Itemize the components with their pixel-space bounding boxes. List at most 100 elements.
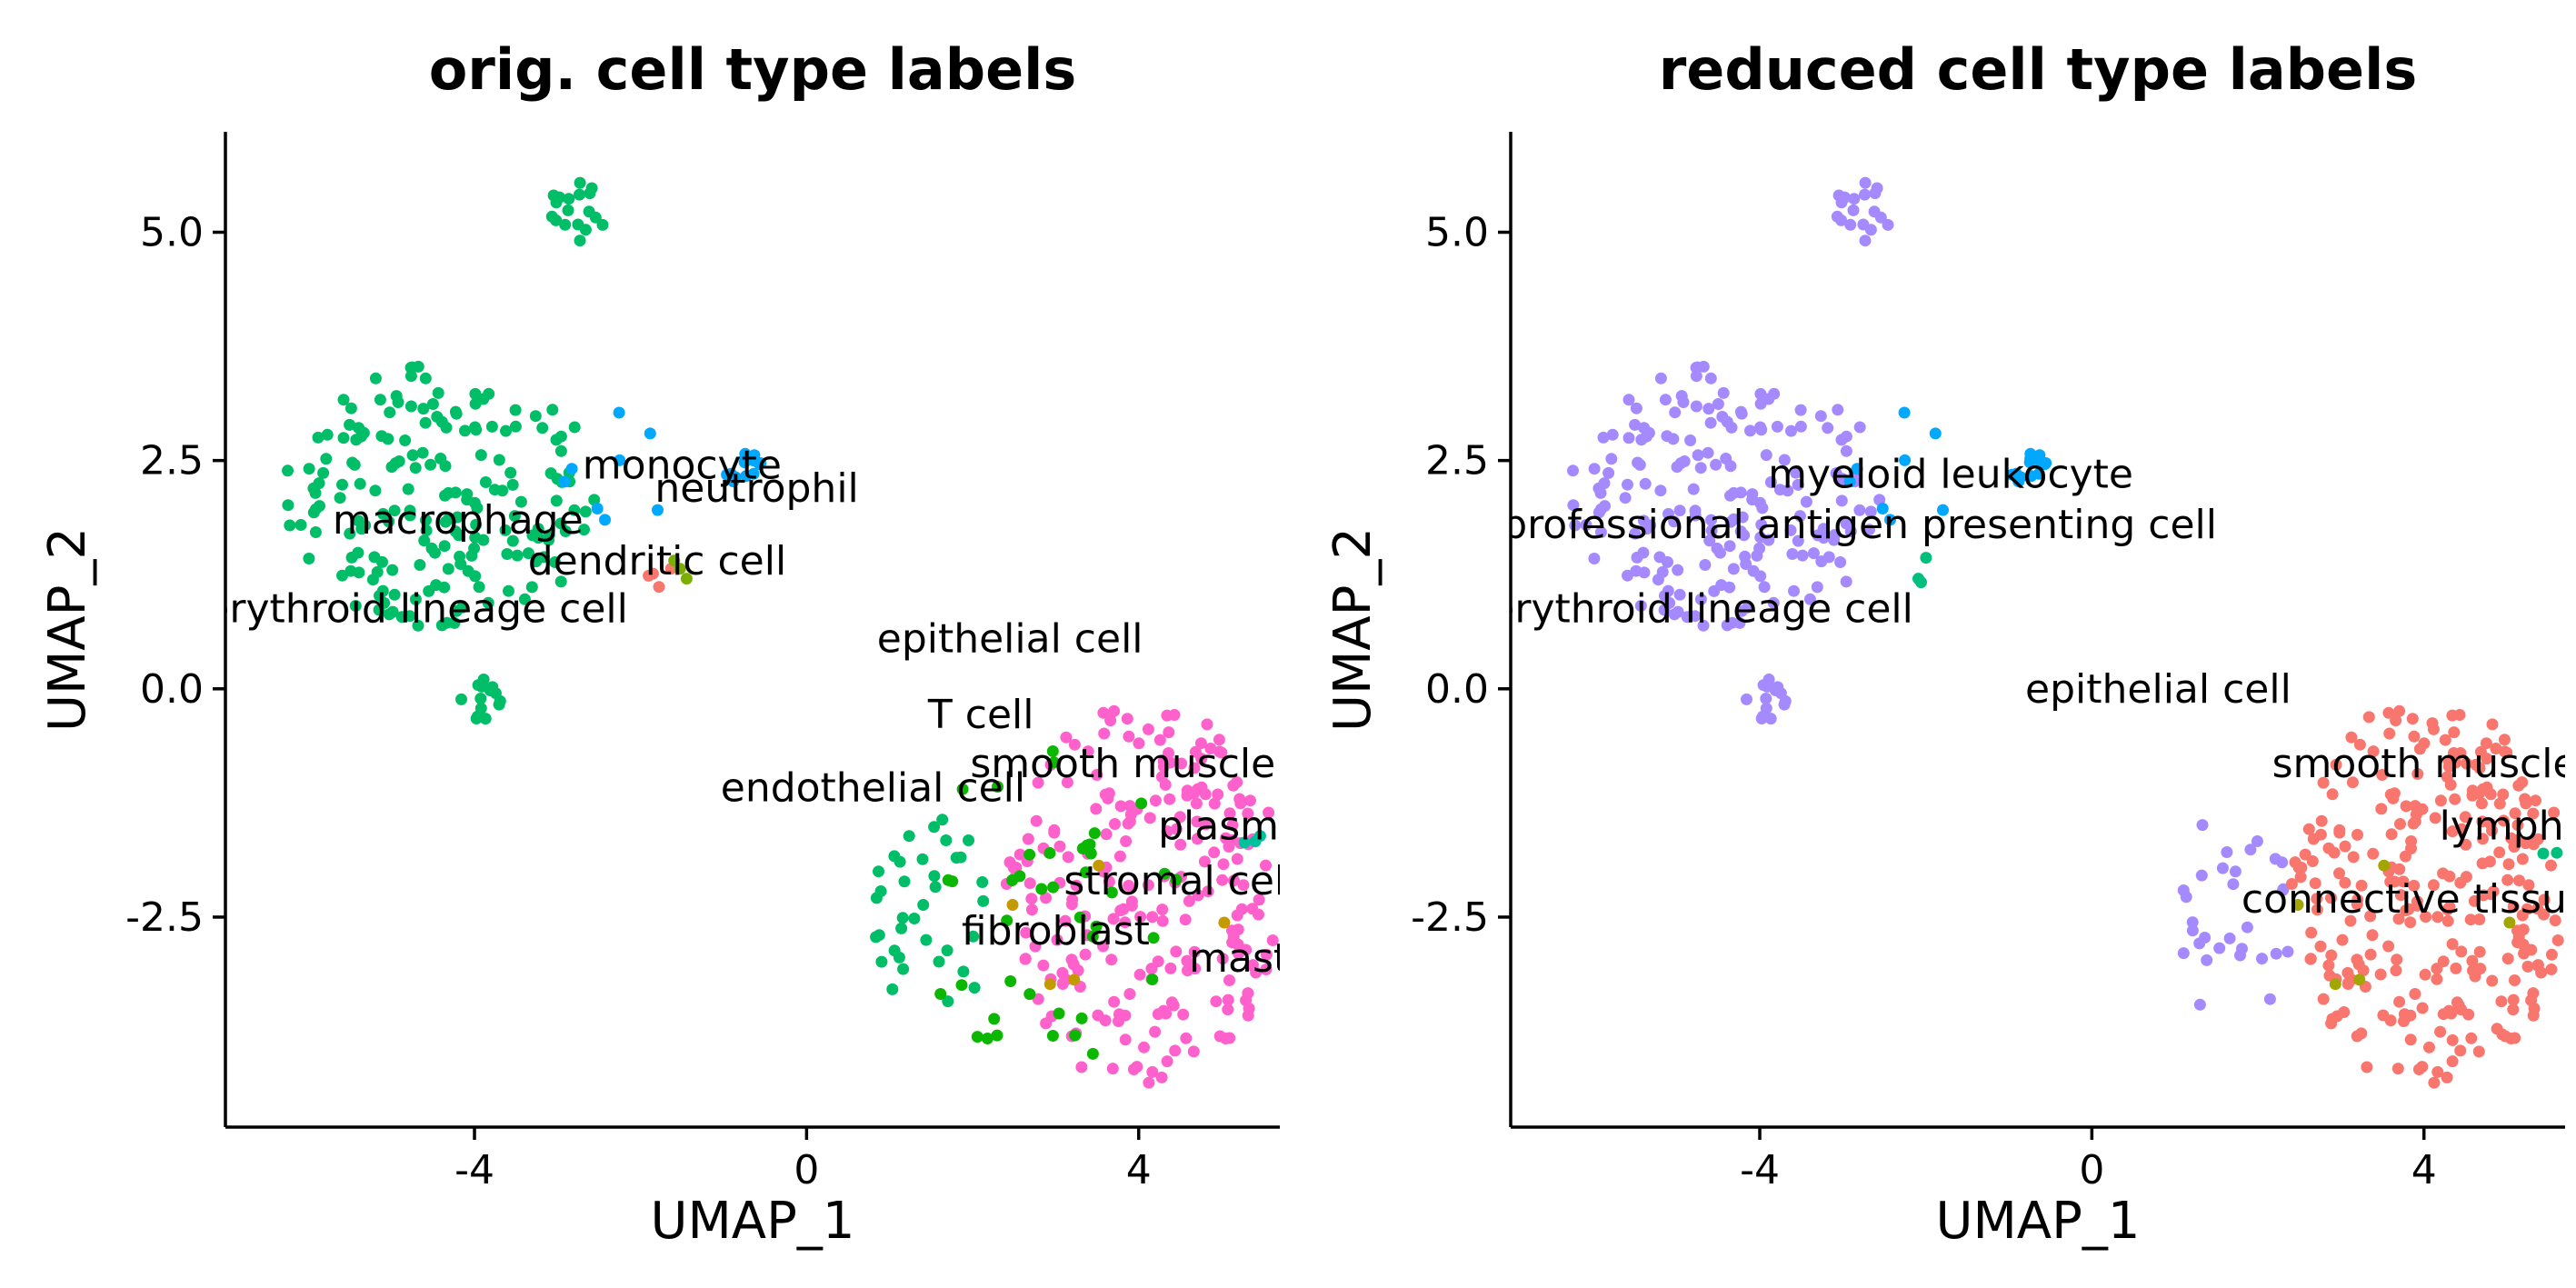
scatter-point [530,555,543,568]
scatter-point [2431,963,2443,975]
scatter-point [1025,893,1038,905]
scatter-point [2227,878,2240,891]
scatter-point [2519,793,2531,805]
scatter-point [1134,911,1147,924]
scatter-point [1622,569,1633,582]
scatter-point [307,482,320,494]
scatter-point [1760,693,1772,704]
cluster-label: myeloid leukocyte [1768,452,2133,498]
scatter-point [1222,993,1234,1006]
scatter-point [449,405,462,418]
scatter-point [1800,495,1812,508]
scatter-point [366,574,379,586]
scatter-point [1053,840,1066,853]
scatter-point [1622,432,1635,444]
scatter-point [1260,859,1272,872]
scatter-point [1834,556,1847,568]
scatter-point [470,518,483,531]
scatter-point [1767,596,1780,609]
scatter-point [2501,874,2514,886]
scatter-point [1266,934,1279,946]
scatter-point [894,855,906,868]
scatter-point [1120,835,1133,847]
scatter-point [1153,734,1166,746]
scatter-point [1811,581,1823,594]
scatter-point [2186,916,2199,929]
scatter-point [2427,879,2440,892]
scatter-point [461,488,474,501]
scatter-point [1744,424,1756,437]
cluster-label: erythroid lineage cell [205,585,628,632]
scatter-point [1091,769,1103,781]
scatter-point [1163,747,1174,759]
scatter-point [1078,842,1090,854]
scatter-point [1086,930,1099,943]
scatter-point [1631,551,1643,564]
scatter-point [509,404,522,416]
scatter-point [2251,835,2263,847]
scatter-point [578,524,590,536]
scatter-point [2305,926,2318,939]
scatter-point [1835,214,1848,226]
scatter-point [395,611,408,624]
scatter-point [2466,954,2479,967]
scatter-point [565,463,578,475]
scatter-point [1006,899,1019,911]
scatter-point [680,573,693,585]
scatter-point [1146,911,1159,924]
scatter-point [388,588,401,601]
scatter-point [1170,945,1183,958]
scatter-point [1792,534,1804,547]
scatter-point [591,503,604,514]
scatter-point [2397,875,2410,888]
scatter-point [1726,616,1739,629]
scatter-point [2398,1015,2410,1027]
scatter-point [2351,898,2363,911]
scatter-point [1764,476,1777,488]
x-tick-label: 0 [794,1147,819,1193]
scatter-point [1667,433,1680,445]
scatter-point [1023,988,1036,1001]
scatter-point [1208,797,1221,810]
scatter-point [1226,936,1239,949]
scatter-point [2339,840,2351,853]
x-tick-label: -4 [454,1147,494,1193]
scatter-point [652,504,664,516]
scatter-point [1840,444,1852,457]
scatter-point [2402,903,2415,915]
scatter-point [1075,1012,1088,1024]
scatter-point [2507,1003,2520,1016]
scatter-point [1912,573,1924,585]
scatter-point [2393,704,2406,717]
scatter-point [1023,848,1036,861]
scatter-point [1075,1061,1088,1073]
scatter-point [2442,1004,2455,1017]
x-tick-label: 4 [2411,1147,2437,1193]
scatter-point [412,619,424,632]
scatter-point [418,534,431,547]
scatter-point [2455,945,2468,958]
scatter-point [1659,394,1672,406]
scatter-point [455,693,467,705]
scatter-point [1724,460,1737,473]
scatter-point [382,433,394,445]
scatter-point [1201,718,1213,731]
chart-title: orig. cell type labels [429,36,1077,103]
scatter-point [518,593,531,605]
scatter-point [2223,932,2236,944]
scatter-point [2213,942,2226,954]
scatter-point [653,581,665,594]
scatter-point [1790,466,1802,479]
scatter-point [1226,819,1239,832]
scatter-point [369,484,382,497]
scatter-point [568,421,581,434]
scatter-point [1769,684,1782,696]
scatter-point [2420,911,2432,924]
scatter-point [2390,714,2402,727]
scatter-point [1807,547,1820,560]
scatter-point [1123,730,1135,743]
scatter-point [2441,1071,2453,1083]
scatter-point [2376,769,2389,781]
scatter-point [2468,894,2481,907]
scatter-point [1597,431,1610,444]
